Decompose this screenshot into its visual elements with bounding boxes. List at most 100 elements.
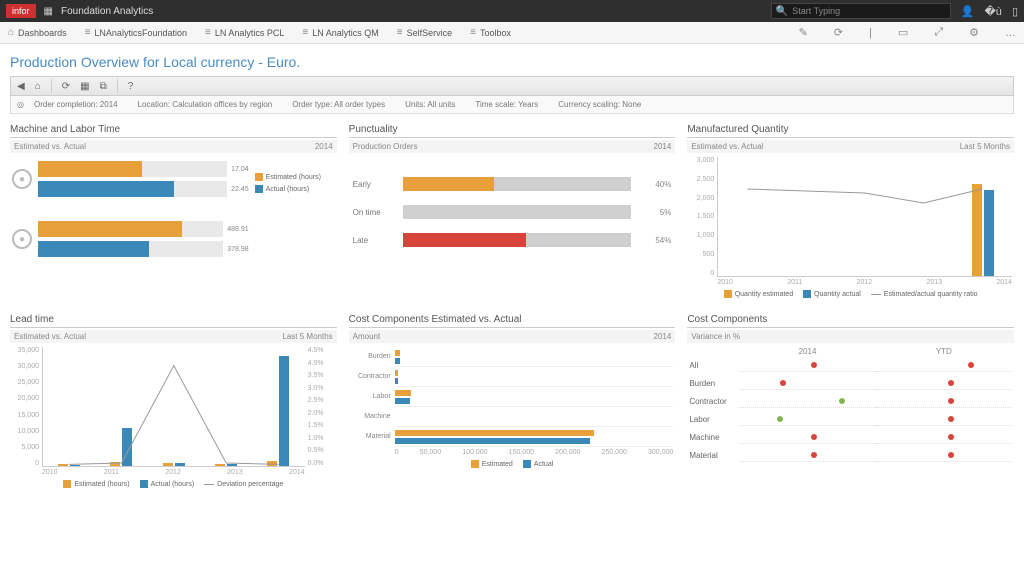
legend-item: Deviation percentage [204,480,283,488]
nav-item[interactable]: ≡SelfService [397,27,452,38]
refresh-icon[interactable]: ⟳ [834,26,843,39]
bar-value: 22.45 [231,186,249,193]
app-menu-icon[interactable]: ▦ [44,6,53,17]
bar-est [395,370,399,376]
panel-sub-left: Estimated vs. Actual [14,142,86,151]
punc-value: 5% [641,208,671,217]
layout-icon[interactable]: ▭ [898,26,908,39]
toolbar: ◀ ⌂ ⟳ ▦ ⧉ ? [10,76,1014,96]
bar-value: 17.04 [231,166,249,173]
variance-dot [777,416,783,422]
legend-item: Actual (hours) [140,480,195,488]
nav-label: LN Analytics QM [312,28,379,38]
legend-item: Estimated [471,460,513,468]
punc-label: On time [353,208,393,217]
legend-item: Estimated/actual quantity ratio [871,290,978,298]
cat-label: Burden [351,347,391,367]
more-icon[interactable]: … [1005,27,1016,39]
breadcrumb-item[interactable]: Units: All units [405,100,455,109]
bookmark-icon[interactable]: ▯ [1012,5,1018,18]
panel-title: Manufactured Quantity [687,124,1014,138]
nav-icon: ≡ [397,27,403,38]
refresh-icon[interactable]: ⟳ [62,81,70,92]
variance-dot [839,398,845,404]
col-2014: 2014 [739,347,875,356]
bar-est [395,390,412,396]
help-icon[interactable]: ? [128,81,134,92]
nav-icon: ⌂ [8,27,14,38]
page-title: Production Overview for Local currency -… [10,54,1014,70]
bar-act [395,378,399,384]
punc-value: 40% [641,180,671,189]
panel-sub-left: Variance in % [691,332,740,341]
nav-icon: ≡ [470,27,476,38]
bar-fill [38,221,182,237]
brand-logo: infor [6,4,36,18]
variance-dot [948,416,954,422]
panel-title: Cost Components [687,314,1014,328]
panel-title: Punctuality [349,124,676,138]
row-label: Machine [689,433,739,442]
home-icon[interactable]: ⌂ [35,81,41,92]
sep: | [869,27,872,39]
search-input[interactable]: 🔍 Start Typing [771,3,951,19]
copy-icon[interactable]: ⧉ [100,81,107,92]
variance-dot [780,380,786,386]
legend-item: Quantity estimated [724,290,793,298]
user-icon[interactable]: 👤 [961,5,975,18]
punc-bar [403,233,526,247]
variance-dot [811,434,817,440]
nav-item[interactable]: ≡LNAnalyticsFoundation [85,27,187,38]
grid-icon[interactable]: ▦ [80,81,89,92]
nav-item[interactable]: ≡LN Analytics PCL [205,27,284,38]
bar-value: 488.91 [227,226,248,233]
expand-icon[interactable]: ⤢ [934,26,943,39]
variance-dot [948,380,954,386]
group-icon: ● [12,229,32,249]
breadcrumb-item[interactable]: Time scale: Years [475,100,538,109]
back-icon[interactable]: ◀ [17,81,25,92]
nav-item[interactable]: ≡LN Analytics QM [302,27,378,38]
share-icon[interactable]: �ù [985,5,1002,18]
cat-label: Material [351,427,391,447]
nav-icon: ≡ [205,27,211,38]
panel-cost-est-act: Cost Components Estimated vs. Actual Amo… [349,314,676,492]
legend-item: Actual (hours) [255,185,335,193]
legend-item: Estimated (hours) [255,173,335,181]
panel-sub-left: Estimated vs. Actual [691,142,763,151]
cat-label: Machine [351,407,391,427]
panel-sub-left: Production Orders [353,142,418,151]
nav-item[interactable]: ⌂ Dashboards [8,27,67,38]
panel-title: Cost Components Estimated vs. Actual [349,314,676,328]
panel-sub-left: Estimated vs. Actual [14,332,86,341]
app-title: Foundation Analytics [61,6,153,17]
target-icon: ◎ [17,100,24,109]
bar-fill [38,181,174,197]
panel-sub-right: 2014 [654,332,672,341]
panel-machine-labor: Machine and Labor Time Estimated vs. Act… [10,124,337,302]
bar-act [395,398,410,404]
panel-title: Machine and Labor Time [10,124,337,138]
search-placeholder: Start Typing [792,6,840,16]
panel-manufactured: Manufactured Quantity Estimated vs. Actu… [687,124,1014,302]
nav-label: Dashboards [18,28,67,38]
nav-item[interactable]: ≡Toolbox [470,27,511,38]
breadcrumb-item[interactable]: Order completion: 2014 [34,100,118,109]
settings-icon[interactable]: ⚙ [969,26,979,39]
panel-sub-right: Last 5 Months [960,142,1010,151]
breadcrumb-item[interactable]: Currency scaling: None [558,100,641,109]
bar-fill [38,241,149,257]
variance-dot [811,362,817,368]
cat-label: Labor [351,387,391,407]
variance-dot [968,362,974,368]
row-label: All [689,361,739,370]
breadcrumb-item[interactable]: Order type: All order types [292,100,385,109]
breadcrumb-item[interactable]: Location: Calculation offices by region [138,100,273,109]
legend-item: Estimated (hours) [63,480,129,488]
edit-icon[interactable]: ✎ [799,26,808,39]
panel-sub-right: Last 5 Months [282,332,332,341]
col-ytd: YTD [876,347,1012,356]
row-label: Contractor [689,397,739,406]
panel-lead: Lead time Estimated vs. ActualLast 5 Mon… [10,314,337,492]
panel-cost-components: Cost Components Variance in % 2014YTD Al… [687,314,1014,492]
